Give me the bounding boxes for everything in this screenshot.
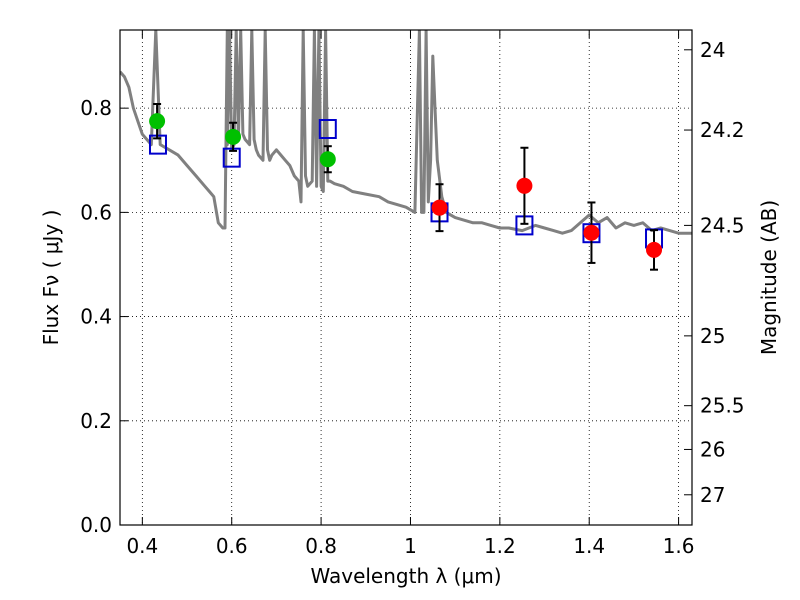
observed-photometry-point [225,128,242,145]
x-tick-label: 1.6 [663,534,695,558]
x-tick-label: 1 [404,534,417,558]
model-photometry-square [222,147,241,168]
x-tick-label: 1.2 [484,534,516,558]
y-tick-label: 0.2 [80,409,112,433]
y-tick-label: 0.4 [80,305,112,329]
observed-photometry-point [319,151,336,168]
right-tick-label: 27 [700,483,725,507]
x-tick-label: 1.4 [573,534,605,558]
observed-photometry-point [431,199,448,216]
x-tick-label: 0.6 [216,534,248,558]
x-tick-label: 0.8 [305,534,337,558]
plot-frame [119,29,693,526]
right-tick-label: 25.5 [700,394,745,418]
y-axis-title: Flux Fν ( μJy ) [39,210,63,346]
y-tick-label: 0.8 [80,96,112,120]
right-tick-label: 25 [700,324,725,348]
y-tick-label: 0.0 [80,513,112,537]
observed-photometry-point [646,241,663,258]
model-photometry-square [318,119,337,139]
right-axis-title: Magnitude (AB) [757,200,781,355]
x-axis-title: Wavelength λ (μm) [310,564,501,588]
observed-photometry-point [149,113,166,130]
y-tick-label: 0.6 [80,200,112,224]
right-tick-label: 24.5 [700,213,745,237]
right-tick-label: 26 [700,437,725,461]
plot-content [120,30,692,271]
plot-area [120,30,692,271]
x-tick-label: 0.4 [126,534,158,558]
observed-photometry-point [516,177,533,194]
axes: 0.4 0.6 0.8 1 1.2 1.4 1.6 0.0 0.2 0.4 0.6 0.8 24 24.2… [80,30,745,558]
observed-photometry-point [583,224,600,241]
right-tick-label: 24.2 [700,118,745,142]
right-tick-label: 24 [700,38,725,62]
